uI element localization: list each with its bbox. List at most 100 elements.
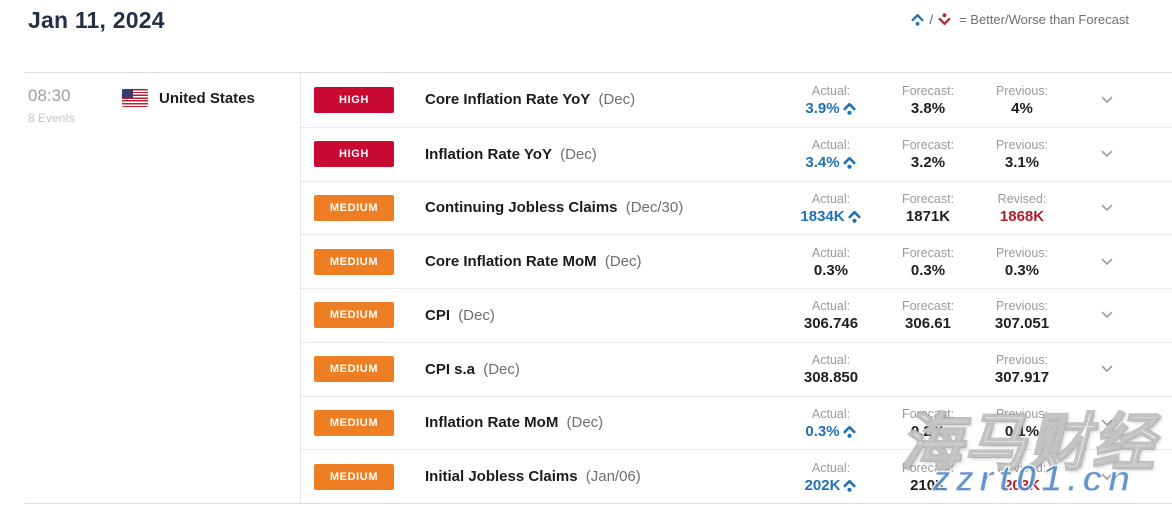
expand-row-button[interactable] [1069,419,1144,427]
event-title: CPI s.a [425,360,476,378]
expand-row-button[interactable] [1069,204,1144,212]
previous-cell: Previous: 307.051 [975,299,1069,331]
expand-chevron-icon[interactable] [1101,258,1113,266]
impact-badge: HIGH [314,141,394,168]
event-row[interactable]: MEDIUM CPI s.a (Dec) Actual: 308.850 Pre… [301,341,1172,396]
impact-cell: MEDIUM [301,356,425,383]
event-title: Core Inflation Rate MoM [425,253,597,271]
previous-cell: Previous: 0.3% [975,246,1069,278]
previous-label: Previous: [995,138,1049,153]
previous-label: Revised: [997,191,1047,206]
time-group: 08:30 8 Events United States HIGH Core I… [25,72,1172,504]
expand-chevron-icon[interactable] [1101,365,1113,373]
expand-row-button[interactable] [1069,473,1144,481]
forecast-label: Forecast: [901,138,955,153]
actual-label: Actual: [811,406,851,421]
event-title: Continuing Jobless Claims [425,199,618,217]
event-row[interactable]: MEDIUM Initial Jobless Claims (Jan/06) A… [301,449,1172,503]
forecast-cell: Forecast: 3.8% [881,84,975,116]
impact-cell: MEDIUM [301,248,425,275]
forecast-cell: Forecast: 0.2% [881,407,975,439]
impact-badge: MEDIUM [314,463,394,490]
forecast-value: 0.2% [910,422,946,440]
forecast-value: 1871K [905,207,951,225]
impact-cell: MEDIUM [301,463,425,490]
legend-text: = Better/Worse than Forecast [959,12,1129,27]
event-row[interactable]: HIGH Core Inflation Rate YoY (Dec) Actua… [301,73,1172,127]
event-period: (Jan/06) [585,468,641,486]
previous-value: 0.3% [1004,261,1040,279]
impact-cell: HIGH [301,141,425,168]
forecast-value: 3.8% [910,99,946,117]
actual-value: 306.746 [803,315,859,333]
expand-row-button[interactable] [1069,258,1144,266]
previous-value: 3.1% [1004,154,1040,172]
events-count: 8 Events [28,111,75,125]
better-than-forecast-icon [842,425,856,438]
previous-label: Previous: [995,299,1049,314]
event-row[interactable]: MEDIUM Core Inflation Rate MoM (Dec) Act… [301,234,1172,288]
expand-chevron-icon[interactable] [1101,96,1113,104]
expand-row-button[interactable] [1069,150,1144,158]
event-name: CPI s.a (Dec) [425,361,781,378]
event-period: (Dec/30) [625,199,684,217]
event-period: (Dec) [566,414,604,432]
impact-cell: MEDIUM [301,194,425,221]
event-title: CPI [425,306,451,324]
expand-chevron-icon[interactable] [1101,473,1113,481]
previous-label: Revised: [997,460,1047,475]
event-row[interactable]: HIGH Inflation Rate YoY (Dec) Actual: 3.… [301,126,1172,181]
previous-value: 1868K [999,207,1045,225]
forecast-cell: Forecast: 306.61 [881,299,975,331]
forecast-cell: Forecast: 210K [881,461,975,493]
legend: / = Better/Worse than Forecast [910,12,1129,27]
actual-value: 0.3% [805,424,856,439]
previous-value: 307.917 [994,369,1050,387]
expand-row-button[interactable] [1069,96,1144,104]
legend-separator: / [929,12,934,27]
expand-chevron-icon[interactable] [1101,311,1113,319]
actual-label: Actual: [811,460,851,475]
previous-value: 203K [1004,476,1040,494]
actual-label: Actual: [811,299,851,314]
better-than-forecast-icon [847,210,861,223]
impact-cell: MEDIUM [301,302,425,329]
forecast-label: Forecast: [901,245,955,260]
previous-value: 307.051 [994,315,1050,333]
event-period: (Dec) [458,306,495,324]
event-title: Core Inflation Rate YoY [425,91,591,109]
better-than-forecast-icon [843,479,857,492]
expand-chevron-icon[interactable] [1101,204,1113,212]
previous-cell: Previous: 3.1% [975,138,1069,170]
impact-badge: MEDIUM [314,248,394,275]
forecast-value: 210K [910,476,946,494]
actual-cell: Actual: 1834K [781,192,881,224]
forecast-value: 306.61 [905,315,951,333]
expand-chevron-icon[interactable] [1101,419,1113,427]
expand-row-button[interactable] [1069,311,1144,319]
event-name: Continuing Jobless Claims (Dec/30) [425,199,781,216]
event-name: Core Inflation Rate YoY (Dec) [425,91,781,108]
expand-chevron-icon[interactable] [1101,150,1113,158]
previous-cell: Revised: 1868K [975,192,1069,224]
expand-row-button[interactable] [1069,365,1144,373]
actual-cell: Actual: 0.3% [781,407,881,439]
forecast-cell: Forecast: 1871K [881,192,975,224]
actual-cell: Actual: 3.4% [781,138,881,170]
event-row[interactable]: MEDIUM Continuing Jobless Claims (Dec/30… [301,180,1172,235]
actual-value: 202K [805,478,858,493]
country-name: United States [159,89,255,107]
event-name: Core Inflation Rate MoM (Dec) [425,253,781,270]
event-row[interactable]: MEDIUM Inflation Rate MoM (Dec) Actual: … [301,395,1172,450]
event-rows: HIGH Core Inflation Rate YoY (Dec) Actua… [301,73,1172,503]
better-than-forecast-icon [842,157,856,169]
actual-value: 308.850 [803,369,859,387]
event-time: 08:30 [28,86,71,105]
previous-value: 0.1% [1004,422,1040,440]
previous-value: 4% [1011,99,1033,117]
event-row[interactable]: MEDIUM CPI (Dec) Actual: 306.746 Forecas… [301,288,1172,342]
actual-value: 1834K [800,209,861,224]
forecast-cell: Forecast: 0.3% [881,246,975,278]
better-than-forecast-icon [842,102,856,115]
